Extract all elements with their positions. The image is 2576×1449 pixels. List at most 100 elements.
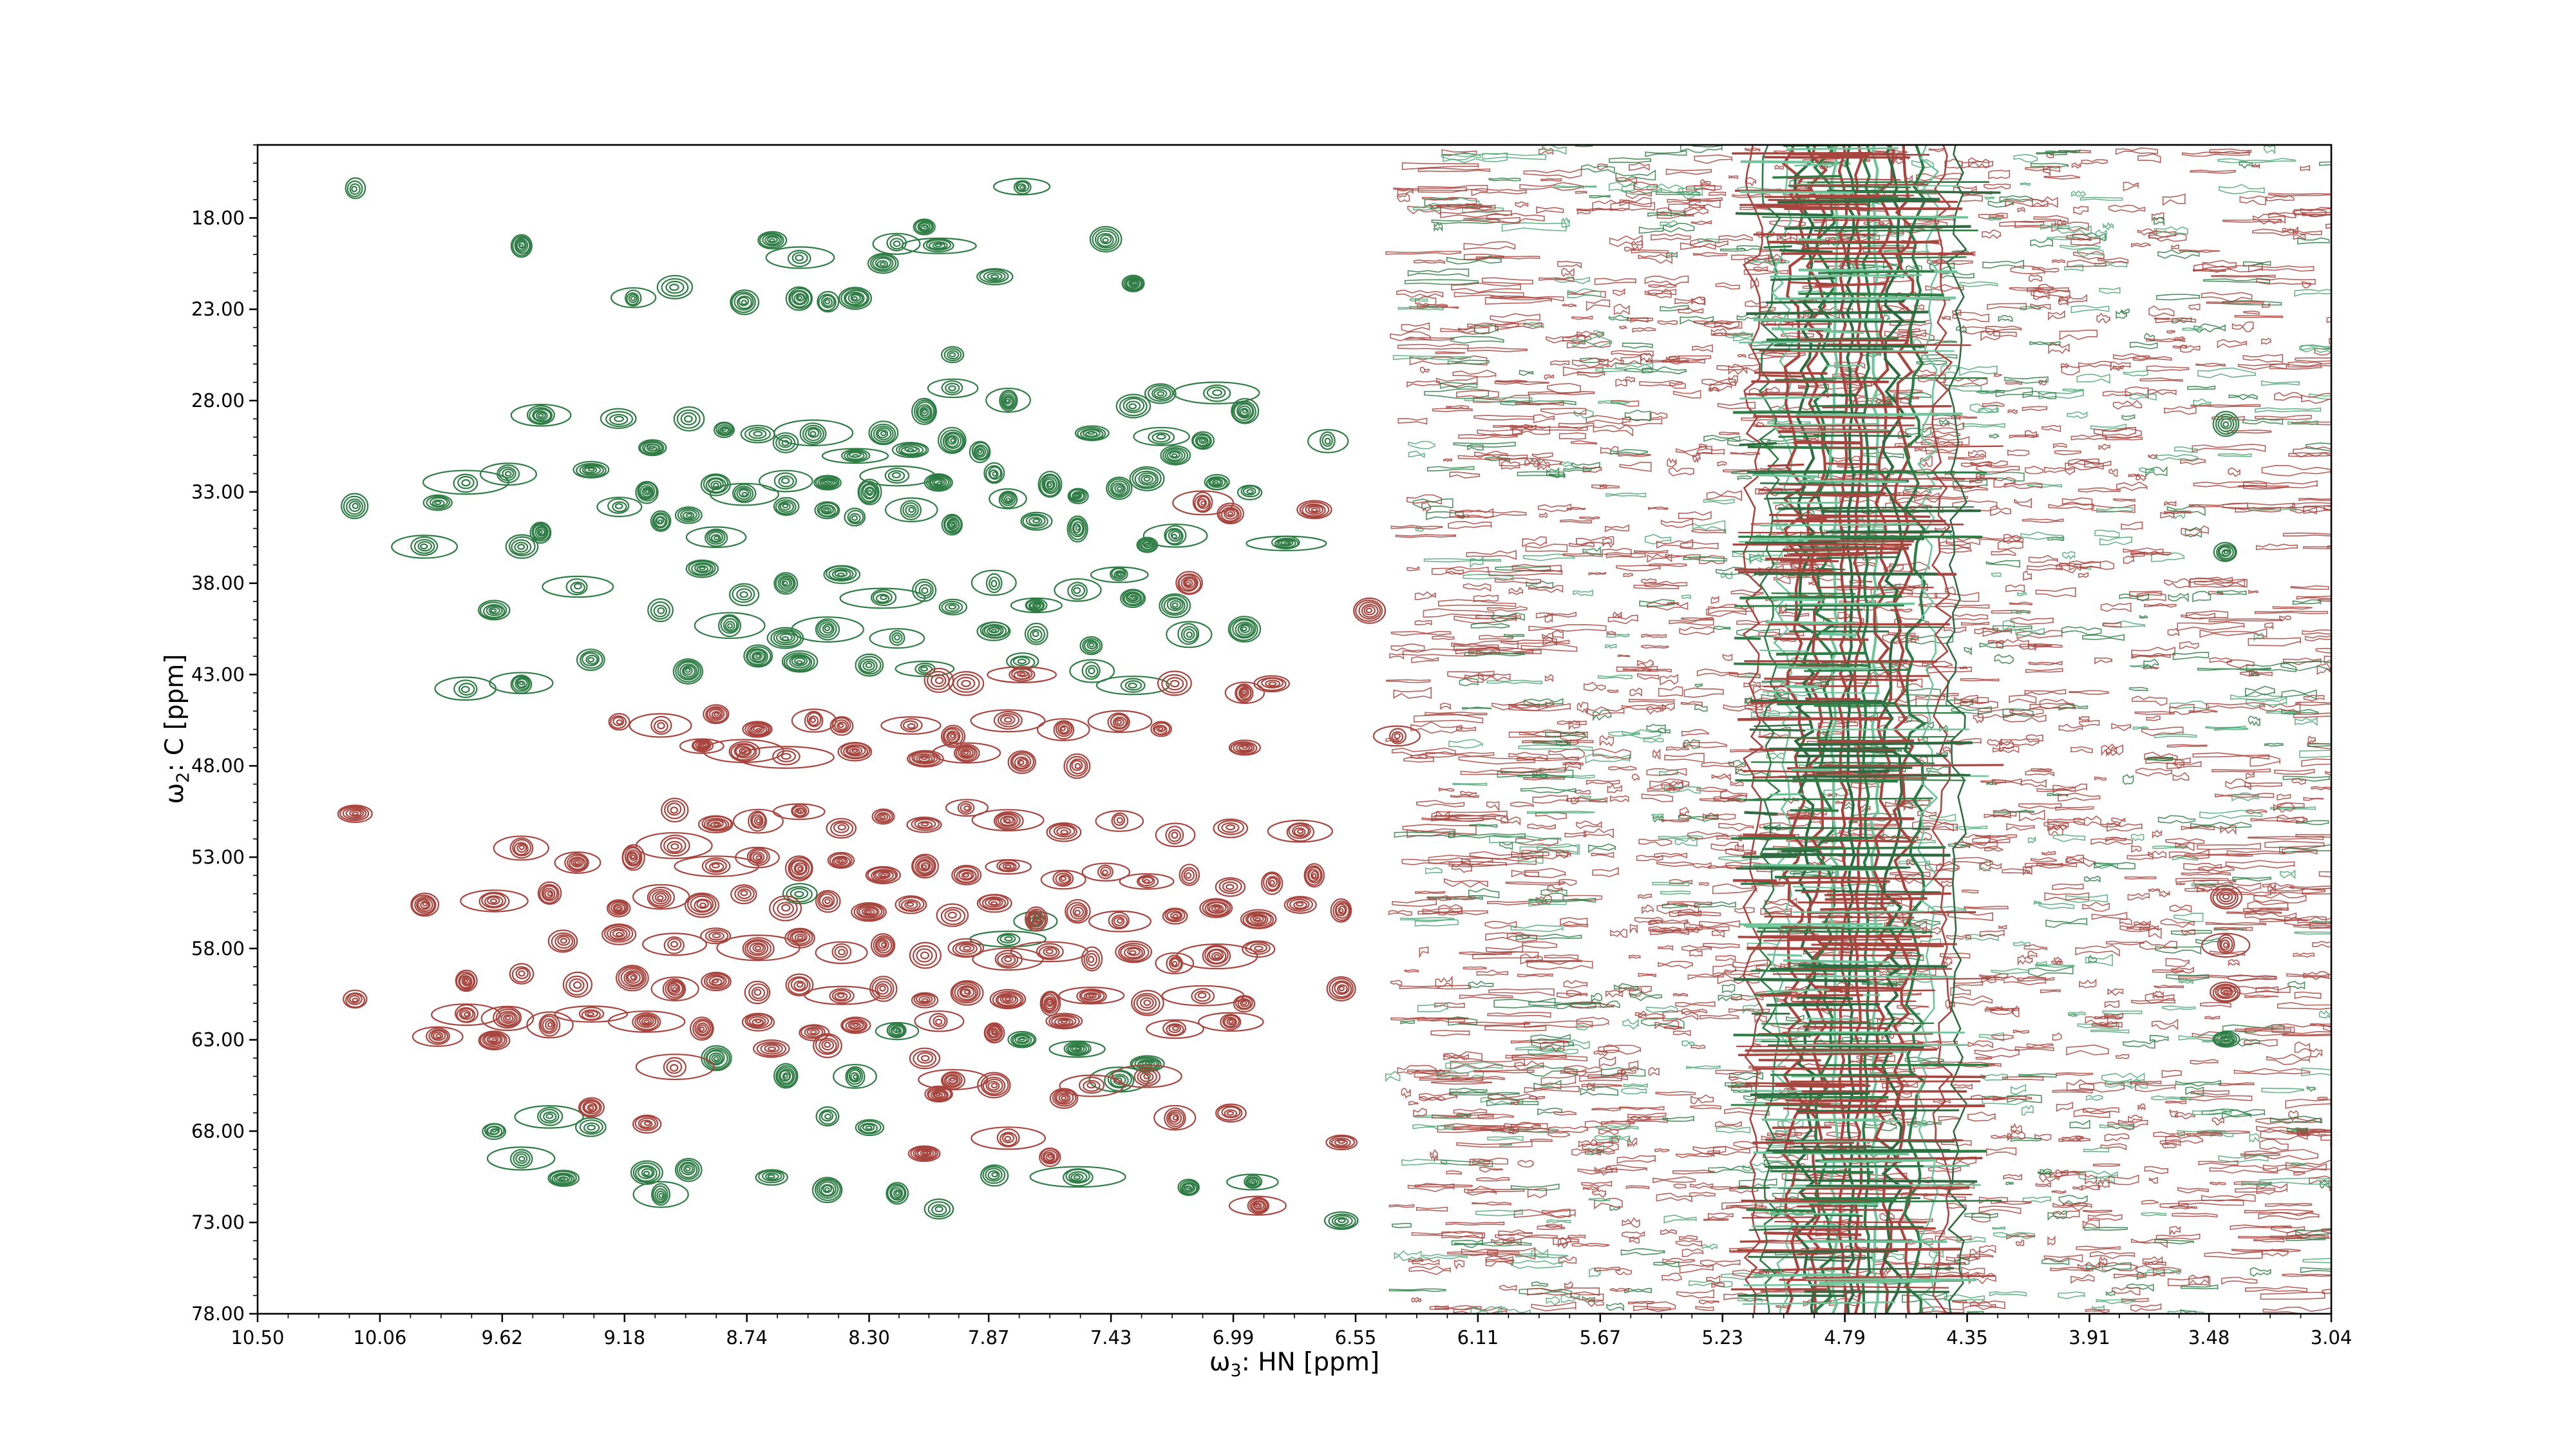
peak-contour xyxy=(510,234,533,258)
contour-level xyxy=(775,499,797,515)
contour-level xyxy=(690,1016,714,1041)
water-ridge xyxy=(1772,1126,1832,1130)
noise-contour xyxy=(1446,1170,1462,1175)
contour-level xyxy=(576,462,607,478)
noise-contour xyxy=(1991,1134,2012,1139)
noise-contour xyxy=(2048,503,2094,510)
noise-contour xyxy=(1708,387,1719,392)
contour-level xyxy=(804,710,824,731)
contour-level xyxy=(502,468,515,479)
peak-contour xyxy=(2212,1030,2240,1048)
contour-level xyxy=(510,234,533,258)
noise-contour xyxy=(1593,748,1631,759)
noise-contour xyxy=(2023,944,2047,951)
noise-contour xyxy=(1725,1082,1759,1087)
contour-level xyxy=(1230,741,1258,755)
noise-contour xyxy=(1577,1167,1618,1175)
noise-contour xyxy=(2146,337,2186,343)
noise-contour xyxy=(1629,699,1675,703)
noise-contour xyxy=(2256,1182,2288,1195)
contour-level xyxy=(734,886,755,902)
contour-level xyxy=(431,499,445,507)
water-stripe xyxy=(1837,145,1848,1314)
noise-contour xyxy=(2085,1174,2098,1185)
noise-contour xyxy=(2104,1133,2130,1142)
noise-contour xyxy=(2139,377,2183,382)
contour-level xyxy=(1000,491,1016,506)
contour-level xyxy=(515,967,529,980)
noise-contour xyxy=(2154,734,2197,739)
contour-level xyxy=(958,869,974,881)
noise-contour xyxy=(1934,592,1980,602)
contour-level xyxy=(773,472,797,490)
contour-level xyxy=(1194,495,1211,512)
contour-level xyxy=(810,431,817,437)
contour-level xyxy=(1166,621,1213,649)
contour-level xyxy=(942,1072,963,1088)
peak-contour xyxy=(694,612,766,639)
noise-contour xyxy=(2175,882,2185,886)
noise-contour xyxy=(2079,1081,2125,1093)
peak-contour xyxy=(611,287,657,308)
contour-level xyxy=(668,982,681,994)
contour-level xyxy=(629,713,692,738)
peak-contour xyxy=(1326,976,1356,1002)
contour-level xyxy=(478,891,510,911)
contour-level xyxy=(1114,717,1125,727)
noise-contour xyxy=(1392,899,1437,907)
contour-level xyxy=(676,409,701,429)
water-ridge xyxy=(1814,954,1922,957)
noise-contour xyxy=(2293,446,2331,458)
contour-level xyxy=(844,291,865,306)
noise-contour xyxy=(1539,276,1575,282)
peak-contour xyxy=(2212,410,2240,437)
noise-contour xyxy=(1615,1268,1632,1275)
noise-contour xyxy=(2302,1258,2331,1264)
contour-level xyxy=(1236,403,1254,419)
contour-level xyxy=(849,513,861,524)
noise-contour xyxy=(1678,185,1703,196)
contour-level xyxy=(1113,570,1126,580)
contour-level xyxy=(708,478,724,491)
noise-contour xyxy=(2038,283,2054,292)
contour-level xyxy=(653,513,668,529)
noise-contour xyxy=(2178,980,2193,984)
noise-contour xyxy=(1419,1077,1484,1081)
water-ridge xyxy=(1762,691,1880,694)
peak-contour xyxy=(1217,502,1244,525)
noise-contour xyxy=(1700,1014,1739,1020)
contour-level xyxy=(834,945,848,958)
noise-contour xyxy=(1566,506,1586,511)
noise-contour xyxy=(1463,583,1492,592)
noise-contour xyxy=(2188,709,2218,714)
contour-level xyxy=(1054,1090,1074,1105)
noise-contour xyxy=(2029,274,2043,282)
noise-contour xyxy=(1453,1108,1488,1115)
noise-contour xyxy=(2066,1079,2095,1091)
noise-contour xyxy=(2157,815,2196,824)
noise-contour xyxy=(2242,417,2284,425)
contour-level xyxy=(795,254,804,261)
contour-level xyxy=(834,992,848,1001)
peak-contour xyxy=(1088,910,1152,933)
contour-level xyxy=(669,1064,679,1072)
water-ridge xyxy=(1761,1040,1889,1043)
contour-level xyxy=(583,466,598,474)
contour-level xyxy=(699,902,706,908)
contour-level xyxy=(516,240,527,251)
contour-level xyxy=(696,899,709,909)
contour-level xyxy=(679,509,697,521)
water-ridge xyxy=(1824,897,1927,901)
contour-level xyxy=(1329,978,1354,999)
contour-level xyxy=(927,1088,949,1101)
contour-level xyxy=(1087,710,1153,734)
contour-level xyxy=(2216,544,2237,561)
contour-level xyxy=(922,864,927,869)
water-ridge xyxy=(1826,530,1953,534)
noise-contour xyxy=(2071,162,2081,169)
water-ridge xyxy=(1794,749,1895,753)
peak-contour xyxy=(1166,621,1213,649)
noise-contour xyxy=(1479,1166,1503,1173)
noise-contour xyxy=(1593,1050,1607,1057)
noise-contour xyxy=(1699,798,1741,802)
